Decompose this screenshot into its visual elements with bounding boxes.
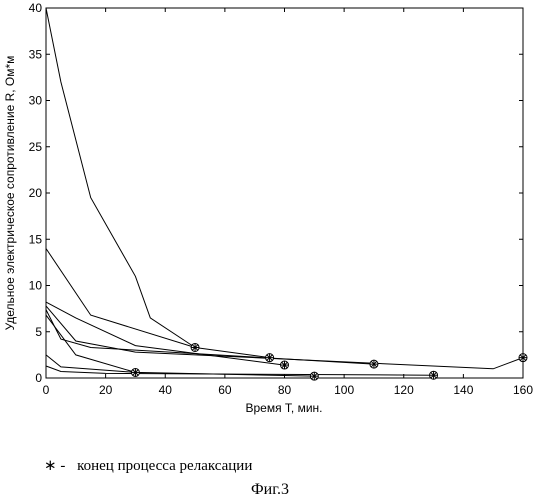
x-tick-label: 60	[218, 383, 232, 397]
x-tick-label: 100	[334, 383, 354, 397]
y-tick-label: 20	[29, 186, 43, 200]
legend-marker: ∗ -	[44, 458, 65, 474]
relaxation-end-marker	[310, 372, 318, 380]
x-tick-label: 80	[278, 383, 292, 397]
y-tick-label: 5	[35, 325, 42, 339]
relaxation-end-marker	[131, 368, 139, 376]
x-tick-label: 160	[513, 383, 533, 397]
y-axis-label: Удельное электрическое сопротивление R, …	[3, 56, 17, 331]
tick-layer: 0 20 40 60 80 100 120 140 160 0 5 10 15 20 25 30 35 40	[29, 1, 534, 397]
x-tick-label: 40	[159, 383, 173, 397]
x-tick-label: 120	[394, 383, 414, 397]
plot-frame	[46, 8, 523, 378]
relaxation-end-marker	[370, 360, 378, 368]
relaxation-end-marker	[519, 354, 527, 362]
y-tick-label: 10	[29, 279, 43, 293]
y-tick-label: 15	[29, 232, 43, 246]
x-tick-label: 20	[99, 383, 113, 397]
relaxation-end-marker	[281, 361, 289, 369]
series-line-1	[46, 8, 195, 348]
legend-text: конец процесса релаксации	[77, 458, 252, 474]
y-tick-label: 35	[29, 47, 43, 61]
x-tick-label: 0	[43, 383, 50, 397]
y-tick-label: 0	[35, 371, 42, 385]
series-layer	[46, 8, 523, 376]
relaxation-end-marker	[266, 354, 274, 362]
figure-caption: Фиг.3	[0, 481, 540, 499]
relaxation-chart: 0 20 40 60 80 100 120 140 160 0 5 10 15 20 25 30 35 40 Вр…	[0, 0, 540, 440]
y-tick-label: 25	[29, 140, 43, 154]
relaxation-end-marker	[191, 343, 199, 351]
x-axis-label: Время T, мин.	[245, 401, 322, 415]
x-tick-label: 140	[453, 383, 473, 397]
y-tick-label: 40	[29, 1, 43, 15]
y-tick-label: 30	[29, 94, 43, 108]
relaxation-end-marker	[430, 371, 438, 379]
legend: ∗ - конец процесса релаксации	[44, 456, 252, 475]
series-line-3	[46, 302, 285, 365]
